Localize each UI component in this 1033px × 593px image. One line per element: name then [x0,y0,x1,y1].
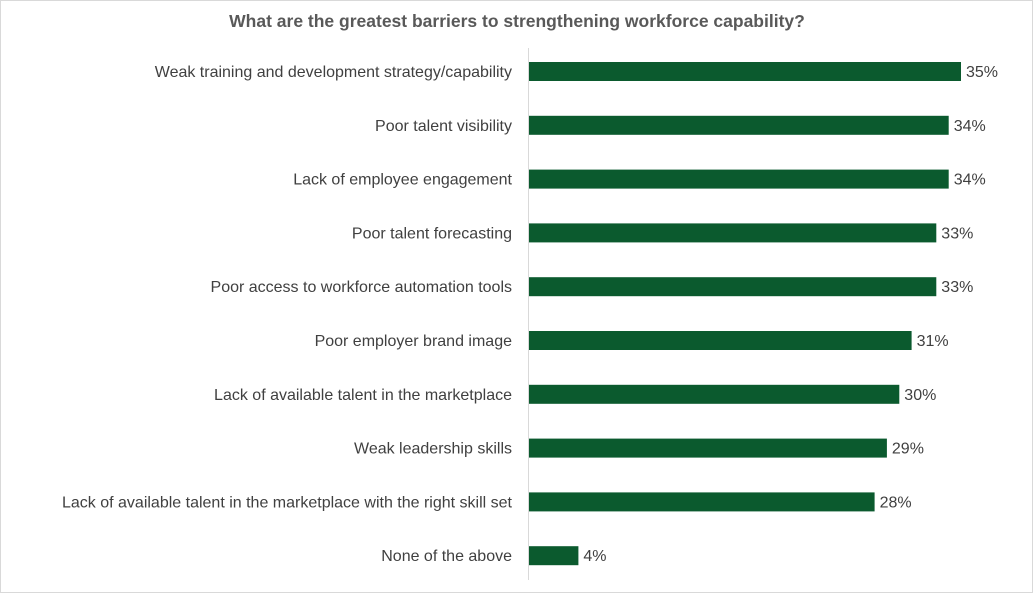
category-label-6: Lack of available talent in the marketpl… [214,387,512,404]
bar-3 [529,223,937,243]
category-label-1: Poor talent visibility [375,118,512,135]
category-labels-group: Weak training and development strategy/c… [62,64,513,565]
value-label-4: 33% [941,279,973,296]
value-label-7: 29% [892,441,924,458]
bar-7 [529,438,887,458]
category-label-8: Lack of available talent in the marketpl… [62,494,513,511]
value-label-9: 4% [583,548,606,565]
value-label-2: 34% [954,172,986,189]
category-label-9: None of the above [381,548,512,565]
bar-6 [529,384,900,404]
bar-8 [529,492,875,512]
bar-5 [529,331,912,350]
bar-1 [529,115,949,135]
bar-4 [529,277,937,297]
value-label-5: 31% [917,333,949,350]
value-label-8: 28% [880,494,912,511]
category-label-3: Poor talent forecasting [352,225,512,242]
category-label-5: Poor employer brand image [315,333,513,350]
category-label-7: Weak leadership skills [354,441,512,458]
value-label-0: 35% [966,64,998,81]
bar-9 [529,546,579,566]
category-label-0: Weak training and development strategy/c… [155,64,512,81]
category-label-2: Lack of employee engagement [293,172,512,189]
value-labels-group: 35% 34% 34% 33% 33% 31% 30% 29% 28% 4% [583,64,998,565]
value-label-1: 34% [954,118,986,135]
value-label-3: 33% [941,225,973,242]
bars-group [529,62,961,566]
bar-2 [529,169,949,189]
category-label-4: Poor access to workforce automation tool… [211,279,512,296]
bar-0 [529,62,961,81]
chart-title: What are the greatest barriers to streng… [229,11,805,31]
value-label-6: 30% [904,387,936,404]
